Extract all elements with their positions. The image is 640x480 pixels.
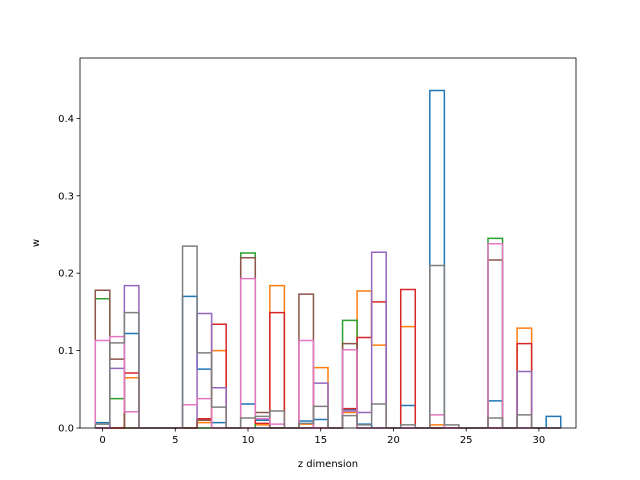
y-axis: 0.0 0.1 0.2 0.3 0.4 bbox=[58, 114, 80, 435]
x-axis-label: z dimension bbox=[298, 459, 358, 470]
x-tick-label: 5 bbox=[172, 435, 178, 446]
x-tick-label: 10 bbox=[242, 435, 255, 446]
y-tick-label: 0.2 bbox=[58, 269, 74, 280]
plot-area bbox=[94, 89, 562, 429]
y-axis-label: w bbox=[31, 239, 42, 247]
y-tick-label: 0.0 bbox=[58, 424, 74, 435]
y-tick-label: 0.1 bbox=[58, 346, 74, 357]
x-tick-label: 25 bbox=[460, 435, 473, 446]
y-tick-label: 0.3 bbox=[58, 191, 74, 202]
x-tick-label: 30 bbox=[533, 435, 546, 446]
x-axis: 0 5 10 15 20 25 30 bbox=[99, 428, 545, 446]
axes-frame bbox=[79, 57, 577, 429]
x-tick-label: 15 bbox=[314, 435, 327, 446]
y-tick-label: 0.4 bbox=[58, 114, 74, 125]
x-tick-label: 20 bbox=[387, 435, 400, 446]
x-tick-label: 0 bbox=[99, 435, 105, 446]
